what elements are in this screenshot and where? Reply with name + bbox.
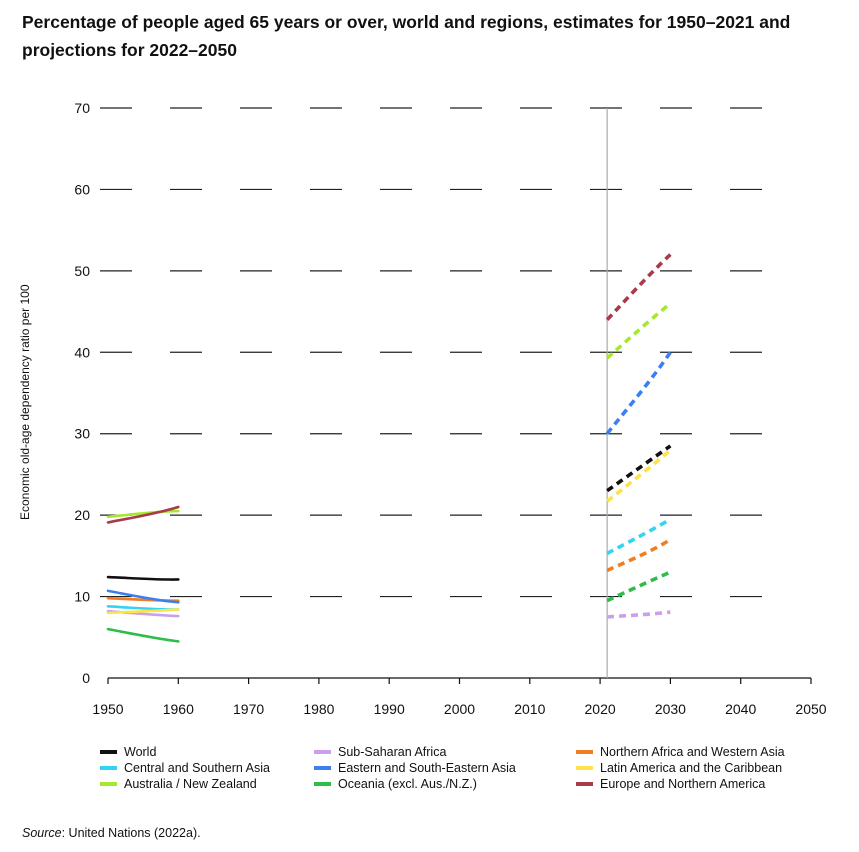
legend-label: Oceania (excl. Aus./N.Z.) [338, 777, 477, 791]
legend-swatch [100, 782, 117, 786]
legend-swatch [100, 750, 117, 754]
legend-label: Europe and Northern America [600, 777, 766, 791]
legend-swatch [100, 766, 117, 770]
series-projection-world [606, 444, 672, 493]
series-line-eastern-and-south-eastern-asia [106, 589, 180, 604]
legend-item-latin-america-and-the-caribbean: Latin America and the Caribbean [576, 760, 782, 776]
legend-swatch [576, 750, 593, 754]
y-tick-50: 50 [74, 263, 90, 279]
legend-row: Australia / New Zealand Oceania (excl. Au… [100, 776, 840, 792]
source-note: Source: United Nations (2022a). [22, 826, 201, 840]
legend-item-central-and-southern-asia: Central and Southern Asia [100, 760, 314, 776]
x-tick-1970: 1970 [233, 701, 264, 717]
series-line-australia-new-zealand [106, 509, 180, 519]
series-line-europe-and-northern-america [106, 505, 180, 524]
x-tick-1980: 1980 [303, 701, 334, 717]
legend-swatch [314, 782, 331, 786]
series-projection-australia-new-zealand [605, 302, 672, 360]
gridlines [100, 107, 800, 598]
legend-item-northern-africa-and-western-asia: Northern Africa and Western Asia [576, 744, 785, 760]
x-tick-1950: 1950 [92, 701, 123, 717]
x-tick-1960: 1960 [163, 701, 194, 717]
series-lines [106, 253, 672, 643]
legend-swatch [576, 766, 593, 770]
x-tick-2030: 2030 [655, 701, 686, 717]
series-line-oceania-excl-aus-n-z [106, 627, 180, 643]
legend-item-australia-new-zealand: Australia / New Zealand [100, 776, 314, 792]
y-tick-10: 10 [74, 589, 90, 605]
series-projection-oceania-excl-aus-n-z [606, 570, 672, 603]
y-tick-40: 40 [74, 344, 90, 360]
legend-row: Central and Southern Asia Eastern and Sou… [100, 760, 840, 776]
x-tick-2010: 2010 [514, 701, 545, 717]
y-tick-labels: 0 10 20 30 40 50 60 70 [74, 100, 90, 686]
legend-label: Northern Africa and Western Asia [600, 745, 785, 759]
legend-swatch [314, 766, 331, 770]
source-label: Source [22, 826, 62, 840]
x-tick-labels: 1950 1960 1970 1980 1990 2000 2010 2020 2030 2040… [92, 701, 826, 717]
legend-item-oceania-excl-aus-n-z: Oceania (excl. Aus./N.Z.) [314, 776, 576, 792]
series-projection-central-and-southern-asia [606, 517, 672, 555]
axes [107, 108, 812, 684]
legend-label: Australia / New Zealand [124, 777, 257, 791]
legend-label: Latin America and the Caribbean [600, 761, 783, 775]
series-line-latin-america-and-the-caribbean [106, 608, 180, 615]
legend-swatch [314, 750, 331, 754]
legend-label: World [124, 745, 157, 759]
legend-row: World Sub-Saharan Africa Northern Africa a… [100, 744, 840, 760]
x-tick-2020: 2020 [585, 701, 616, 717]
series-projection-latin-america-and-the-caribbean [605, 448, 672, 503]
y-tick-30: 30 [74, 426, 90, 442]
y-tick-0: 0 [82, 670, 90, 686]
legend-label: Sub-Saharan Africa [338, 745, 447, 759]
legend-item-world: World [100, 744, 314, 760]
chart-title: Percentage of people aged 65 years or ov… [22, 12, 791, 60]
series-line-world [106, 575, 180, 581]
source-text: : United Nations (2022a). [61, 826, 201, 840]
x-tick-1990: 1990 [374, 701, 405, 717]
series-projection-europe-and-northern-america [605, 253, 672, 321]
x-tick-2040: 2040 [725, 701, 756, 717]
legend-item-sub-saharan-africa: Sub-Saharan Africa [314, 744, 576, 760]
x-tick-2000: 2000 [444, 701, 475, 717]
y-tick-60: 60 [74, 181, 90, 197]
x-tick-2050: 2050 [795, 701, 826, 717]
legend-label: Eastern and South-Eastern Asia [338, 761, 516, 775]
series-projection-sub-saharan-africa [606, 610, 671, 619]
legend-item-eastern-and-south-eastern-asia: Eastern and South-Eastern Asia [314, 760, 576, 776]
y-tick-20: 20 [74, 507, 90, 523]
legend-swatch [576, 782, 593, 786]
series-projection-northern-africa-and-western-asia [606, 538, 672, 573]
legend-label: Central and Southern Asia [124, 761, 270, 775]
legend-item-europe-and-northern-america: Europe and Northern America [576, 776, 765, 792]
y-tick-70: 70 [74, 100, 90, 116]
legend: World Sub-Saharan Africa Northern Africa a… [100, 744, 840, 792]
series-projection-eastern-and-south-eastern-asia [605, 351, 672, 435]
